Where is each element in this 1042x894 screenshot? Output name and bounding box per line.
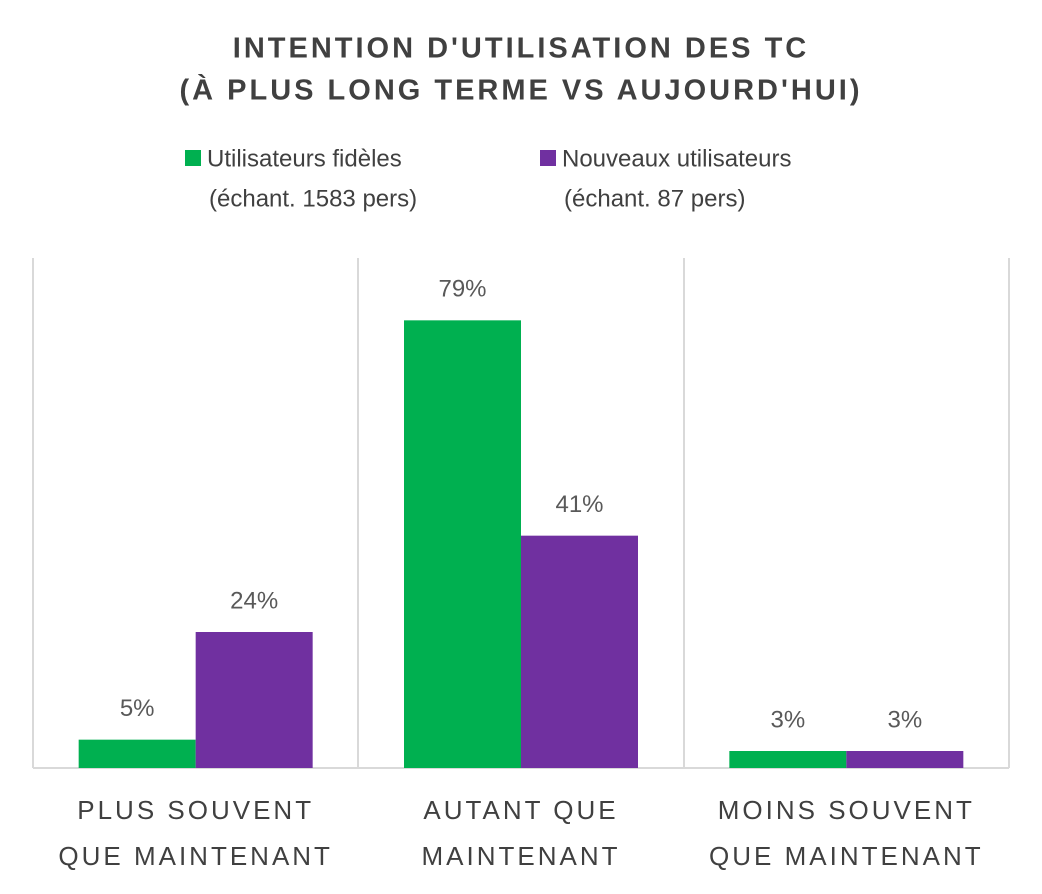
value-label: 24% xyxy=(230,587,278,614)
x-tick-label: QUE MAINTENANT xyxy=(709,841,984,871)
value-label: 41% xyxy=(555,491,603,518)
legend-label: Nouveaux utilisateurs xyxy=(562,145,791,172)
x-tick-label: MAINTENANT xyxy=(422,841,621,871)
value-label: 3% xyxy=(770,706,805,733)
legend-label: (échant. 87 pers) xyxy=(564,185,745,212)
chart-title: (À PLUS LONG TERME VS AUJOURD'HUI) xyxy=(179,73,862,107)
legend-label: (échant. 1583 pers) xyxy=(209,185,417,212)
x-tick-label: PLUS SOUVENT xyxy=(77,795,314,825)
bar xyxy=(404,320,521,768)
value-label: 3% xyxy=(887,706,922,733)
legend-swatch xyxy=(540,150,556,166)
bar xyxy=(846,751,964,768)
bar xyxy=(729,751,847,768)
value-label: 79% xyxy=(438,276,486,303)
bar xyxy=(521,535,638,768)
x-tick-label: AUTANT QUE xyxy=(423,795,618,825)
x-tick-label: QUE MAINTENANT xyxy=(58,841,333,871)
bar xyxy=(195,632,313,768)
legend-swatch xyxy=(185,150,201,166)
chart-title: INTENTION D'UTILISATION DES TC xyxy=(233,33,809,65)
x-tick-label: MOINS SOUVENT xyxy=(718,795,975,825)
value-label: 5% xyxy=(120,695,155,722)
bar xyxy=(78,739,196,768)
legend-label: Utilisateurs fidèles xyxy=(207,145,402,172)
